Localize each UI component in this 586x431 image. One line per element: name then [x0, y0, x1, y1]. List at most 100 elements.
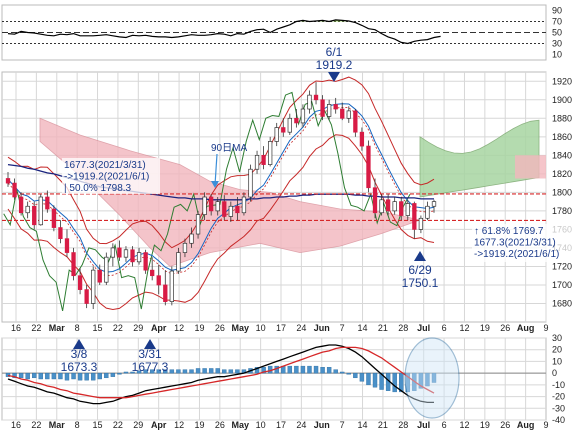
macd-histogram-bar	[340, 371, 345, 374]
macd-histogram-bar	[254, 367, 260, 374]
macd-histogram-bar	[208, 368, 214, 374]
candle-body	[326, 104, 332, 117]
macd-histogram-bar	[392, 372, 397, 393]
macd-x-tick-label: 26	[215, 420, 225, 430]
macd-y-tick: -40	[552, 415, 565, 425]
x-tick-label: 26	[215, 323, 225, 333]
macd-line	[7, 344, 434, 405]
candle-body	[261, 154, 266, 165]
conversion-line	[7, 103, 435, 273]
macd-histogram-bar	[359, 372, 365, 382]
macd-histogram-bar	[110, 372, 116, 377]
candle-body	[45, 196, 50, 210]
candle-body	[25, 205, 30, 214]
macd-histogram-bar	[51, 372, 57, 380]
macd-x-tick-label: 19	[194, 420, 204, 430]
macd-x-tick-label: 7	[340, 420, 345, 430]
macd-histogram-bar	[38, 372, 43, 380]
macd-x-tick-label: Jul	[417, 420, 430, 430]
bollinger-upper-line	[7, 76, 435, 249]
macd-histogram-bar	[333, 369, 338, 374]
macd-histogram-bar	[156, 369, 161, 374]
macd-histogram-bar	[300, 365, 306, 374]
macd-x-tick-label: May	[231, 420, 249, 430]
mar31-value-label: 1677.3	[132, 360, 169, 374]
candle-body	[182, 242, 188, 253]
macd-histogram-bar	[261, 367, 266, 374]
candle-body	[346, 110, 351, 119]
candle-body	[156, 275, 161, 286]
x-tick-label: 26	[500, 323, 510, 333]
macd-histogram-bar	[235, 369, 240, 374]
candle-body	[307, 94, 312, 110]
candle-body	[91, 269, 96, 304]
x-tick-label: 19	[194, 323, 204, 333]
macd-x-tick-label: 22	[113, 420, 123, 430]
macd-x-tick-label: 17	[276, 420, 286, 430]
candle-body	[130, 249, 135, 263]
fib-61-label-bg	[472, 224, 577, 262]
macd-histogram-bar	[64, 372, 70, 381]
macd-x-tick-label: 16	[11, 420, 21, 430]
candle-body	[241, 196, 247, 214]
ma-90-label: 90日MA	[211, 143, 247, 154]
candle-body	[51, 208, 57, 228]
candle-body	[222, 201, 227, 217]
x-tick-label: 17	[276, 323, 286, 333]
x-tick-label: Aug	[517, 323, 535, 333]
x-tick-label: 21	[378, 323, 388, 333]
macd-histogram-bar	[104, 372, 109, 379]
candle-body	[333, 104, 338, 110]
candle-body	[5, 178, 11, 184]
x-tick-label: 12	[174, 323, 184, 333]
macd-histogram-bar	[45, 372, 50, 380]
macd-histogram-bar	[202, 368, 207, 374]
low-date-label: 6/29	[408, 263, 432, 277]
x-tick-label: Jul	[417, 323, 430, 333]
fib-50-label-bg	[62, 158, 160, 194]
macd-histogram-bar	[294, 365, 299, 374]
macd-x-tick-label: 8	[75, 420, 80, 430]
x-tick-label: 29	[133, 323, 143, 333]
candle-body	[77, 275, 83, 290]
macd-histogram-bar	[90, 372, 96, 381]
candle-body	[84, 289, 89, 304]
macd-histogram-bar	[215, 368, 220, 374]
price-y-tick: 1840	[552, 150, 572, 160]
macd-histogram-bar	[418, 372, 424, 389]
macd-histogram-bar	[366, 372, 371, 386]
candle-body	[136, 252, 142, 263]
candle-body	[248, 168, 253, 198]
ma-90-label-arrow	[214, 153, 218, 186]
macd-histogram-bar	[405, 372, 410, 393]
macd-histogram-bar	[176, 369, 181, 374]
macd-histogram-bar	[136, 370, 142, 374]
x-tick-label: 24	[296, 323, 306, 333]
macd-histogram-bar	[399, 372, 404, 393]
candle-body	[366, 145, 371, 189]
price-y-tick: 1680	[552, 298, 572, 308]
rsi-y-tick: 70	[552, 17, 562, 27]
macd-histogram-bar	[320, 367, 325, 374]
fib-61-label: 1677.3(2021/3/31)	[474, 238, 556, 249]
macd-y-tick: 20	[552, 345, 562, 355]
candle-body	[18, 196, 24, 214]
mar8-value-label: 1673.3	[61, 360, 98, 374]
macd-histogram-bar	[25, 372, 30, 380]
macd-histogram-bar	[12, 372, 17, 379]
macd-histogram-bar	[372, 372, 378, 388]
candle-body	[359, 131, 365, 147]
macd-y-tick: 10	[552, 356, 562, 366]
mar8-date-label: 3/8	[71, 347, 88, 361]
fib-50-label: | 50.0% 1798.3	[64, 183, 132, 194]
macd-x-tick-label: 22	[31, 420, 41, 430]
macd-y-tick: 0	[552, 368, 557, 378]
macd-x-tick-label: 24	[296, 420, 306, 430]
high-value-label: 1919.2	[316, 58, 353, 72]
macd-histogram-bar	[195, 368, 201, 374]
candle-body	[320, 99, 325, 117]
macd-histogram-bar	[431, 372, 437, 383]
candle-body	[12, 182, 17, 198]
candle-body	[405, 203, 410, 216]
